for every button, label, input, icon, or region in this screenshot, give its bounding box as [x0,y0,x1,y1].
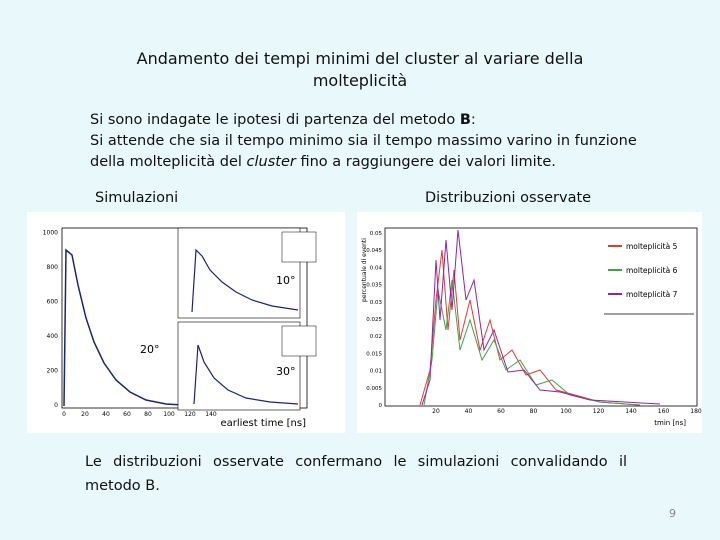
italic-text: cluster [246,154,296,170]
conclusion-line: metodo B. [85,478,160,494]
inset-curve [193,344,299,405]
annotation: 20° [140,343,160,356]
y-tick-label: 0.035 [366,283,382,289]
conclusion: Le distribuzioni osservate confermano le… [85,450,627,498]
text: della molteplicità del [90,154,247,170]
x-tick-label: 0 [62,411,66,418]
stats-box [281,325,317,357]
title-line: molteplicità [312,71,408,90]
x-tick-label: 100 [560,408,572,415]
x-tick-label: 100 [163,411,175,418]
x-tick-label: 120 [184,411,196,418]
histogram-curve [423,279,641,406]
text: Si sono indagate le ipotesi di partenza … [90,112,460,128]
histogram-curve [63,248,301,408]
histogram-curve [421,229,661,406]
x-tick-label: 60 [497,408,505,415]
y-tick-label: 0.03 [370,300,383,306]
x-tick-label: 20 [81,411,89,418]
slide-title: Andamento dei tempi minimi del cluster a… [0,48,720,92]
paragraph-line: Si attende che sia il tempo minimo sia i… [90,131,637,152]
inset-curve [191,248,299,313]
right-axes: 0 0.005 0.01 0.015 0.02 0.025 0.03 0.035 0.04 0.0… [361,231,702,427]
y-tick-label: 400 [47,333,59,340]
paragraph-line: Si sono indagate le ipotesi di partenza … [90,110,637,131]
bold-text: B [459,112,471,128]
y-tick-label: 0.045 [366,248,382,254]
x-tick-label: 80 [144,411,152,418]
right-caption: Distribuzioni osservate [425,190,592,206]
text: : [470,112,476,128]
paragraph: Si sono indagate le ipotesi di partenza … [90,110,637,173]
legend-label: molteplicità 6 [626,266,678,275]
text: Si attende che sia il tempo minimo sia i… [90,133,637,149]
x-tick-label: 40 [102,411,110,418]
x-axis-label: tmin [ns] [654,419,686,427]
title-line: Andamento dei tempi minimi del cluster a… [136,49,584,68]
y-tick-label: 600 [47,299,59,306]
histogram-curve [419,249,641,406]
y-tick-label: 0.01 [370,369,382,375]
y-tick-label: 0.02 [370,334,382,340]
x-tick-label: 140 [625,408,637,415]
y-tick-label: 0.005 [366,386,382,392]
right-frame [384,227,698,407]
x-axis-label: earliest time [ns] [220,418,306,429]
x-tick-label: 40 [465,408,473,415]
x-tick-label: 160 [658,408,670,415]
y-tick-label: 0.04 [370,265,383,271]
x-tick-label: 140 [205,411,217,418]
text: fino a raggiungere dei valori limite. [295,154,556,170]
stats-box [281,231,317,263]
x-tick-label: 180 [690,408,702,415]
annotation: 30° [276,365,296,378]
annotation: 10° [276,274,296,287]
y-tick-label: 0.015 [366,351,382,357]
y-tick-label: 0 [379,403,383,409]
x-tick-label: 60 [123,411,131,418]
legend-label: molteplicità 5 [626,242,678,251]
y-tick-label: 1000 [43,230,58,237]
page-number: 9 [669,507,676,520]
legend-label: molteplicità 7 [626,290,678,299]
paragraph-line: della molteplicità del cluster fino a ra… [90,152,637,173]
conclusion-line: Le distribuzioni osservate confermano le… [85,454,627,470]
left-axes: 0 200 400 600 800 1000 0 20 40 60 80 100 120 140earli… [43,230,306,430]
y-tick-label: 800 [47,264,59,271]
y-tick-label: 0.025 [366,317,382,323]
inset-frame [177,227,301,319]
x-tick-label: 120 [593,408,605,415]
x-tick-label: 80 [530,408,538,415]
y-tick-label: 0 [54,402,58,409]
left-caption: Simulazioni [95,190,179,206]
y-axis-label: percentuale di eventi [361,238,368,302]
x-tick-label: 20 [432,408,440,415]
y-tick-label: 0.05 [370,231,383,237]
y-tick-label: 200 [47,368,59,375]
